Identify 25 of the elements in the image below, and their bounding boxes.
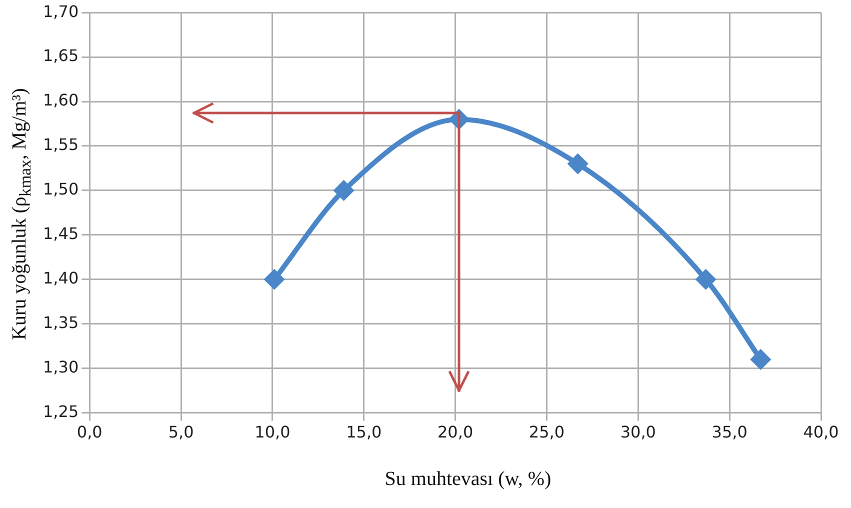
point bbox=[334, 180, 354, 200]
x-axis-title: Su muhtevası (w, %) bbox=[384, 468, 552, 491]
x-tick-label: 0,0 bbox=[76, 422, 102, 442]
point bbox=[696, 270, 716, 289]
y-tick-label: 1,60 bbox=[43, 90, 79, 110]
x-tick-label: 15,0 bbox=[346, 422, 382, 442]
point bbox=[264, 270, 284, 289]
x-tick-label: 5,0 bbox=[168, 422, 194, 442]
point bbox=[568, 154, 588, 174]
y-tick-label: 1,25 bbox=[43, 402, 79, 421]
y-tick-label: 1,50 bbox=[43, 180, 79, 199]
y-tick-label: 1,55 bbox=[43, 135, 79, 154]
y-tick-label: 1,40 bbox=[43, 268, 79, 288]
y-tick-label: 1,45 bbox=[43, 224, 79, 244]
x-tick-label: 20,0 bbox=[438, 422, 474, 442]
y-tick-label: 1,30 bbox=[43, 357, 79, 376]
y-tick-label: 1,35 bbox=[43, 313, 79, 332]
x-tick-label: 35,0 bbox=[712, 422, 748, 442]
x-tick-label: 30,0 bbox=[620, 422, 656, 442]
x-tick-label: 10,0 bbox=[254, 422, 290, 442]
y-tick-label: 1,65 bbox=[43, 46, 79, 66]
x-tick-label: 40,0 bbox=[803, 422, 839, 442]
x-tick-label: 25,0 bbox=[528, 422, 565, 442]
point bbox=[751, 350, 770, 369]
y-tick-label: 1,70 bbox=[43, 2, 79, 21]
